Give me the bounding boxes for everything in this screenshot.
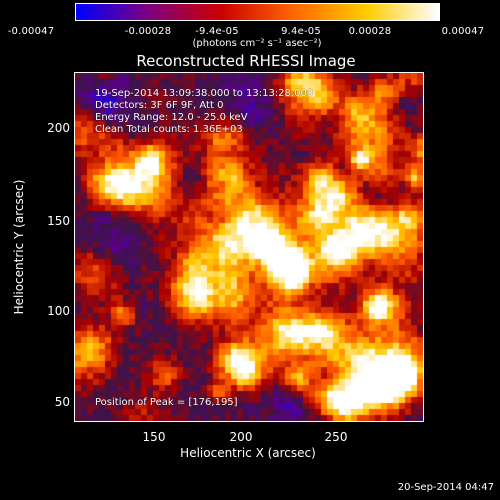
detectors-label: Detectors: 3F 6F 9F, Att 0 (95, 100, 224, 111)
clean-counts-label: Clean Total counts: 1.36E+03 (95, 124, 243, 135)
colorbar-tick-label: 0.00028 (348, 26, 392, 37)
colorbar-tick-label: -0.00047 (7, 26, 55, 37)
time-range-label: 19-Sep-2014 13:09:38.000 to 13:13:28.000 (95, 88, 314, 99)
x-tick-label: 200 (229, 430, 253, 444)
heatmap-image (75, 73, 423, 421)
y-axis-title: Heliocentric Y (arcsec) (12, 179, 26, 315)
y-tick-label: 100 (47, 304, 70, 318)
x-axis-title: Heliocentric X (arcsec) (180, 446, 316, 460)
y-tick-label: 50 (54, 395, 70, 409)
colorbar-units: (photons cm⁻² s⁻¹ asec⁻²) (192, 38, 322, 49)
x-tick-label: 150 (142, 430, 166, 444)
colorbar-tick-label: 0.00047 (441, 26, 485, 37)
peak-position-label: Position of Peak = [176,195] (95, 397, 238, 408)
colorbar (75, 3, 440, 21)
plot-title: Reconstructed RHESSI Image (136, 52, 356, 70)
colorbar-tick-label: 9.4e-05 (281, 26, 321, 37)
y-tick-label: 200 (47, 121, 70, 135)
colorbar-tick-label: -0.00028 (124, 26, 172, 37)
plot-area (74, 72, 424, 422)
timestamp: 20-Sep-2014 04:47 (397, 482, 494, 493)
y-tick-label: 150 (47, 214, 70, 228)
x-tick-label: 250 (324, 430, 348, 444)
energy-range-label: Energy Range: 12.0 - 25.0 keV (95, 112, 248, 123)
colorbar-tick-label: -9.4e-05 (195, 26, 239, 37)
